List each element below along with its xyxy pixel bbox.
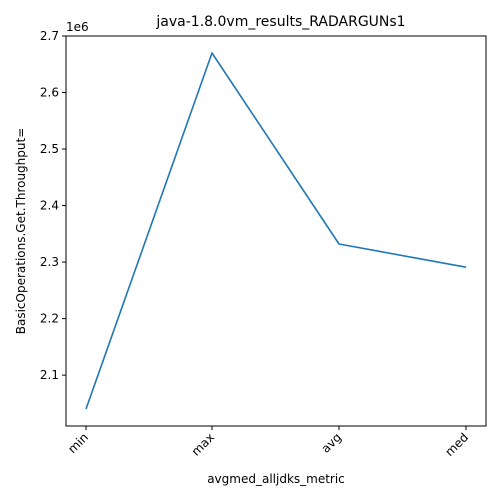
y-tick-label: 2.3 — [40, 255, 59, 269]
y-tick-label: 2.6 — [40, 86, 59, 100]
x-axis: min max avg med — [65, 426, 471, 459]
y-axis: 2.1 2.2 2.3 2.4 2.5 2.6 2.7 — [40, 29, 66, 382]
plot-frame — [65, 35, 487, 427]
y-tick-label: 2.2 — [40, 312, 59, 326]
y-tick-label: 2.4 — [40, 199, 59, 213]
y-tick-label: 2.7 — [40, 29, 59, 43]
chart-title: java-1.8.0vm_results_RADARGUNs1 — [155, 14, 405, 30]
series-group — [85, 52, 467, 410]
series-line — [85, 52, 467, 410]
y-axis-label: BasicOperations.Get.Throughput= — [14, 128, 28, 335]
y-offset-label: 1e6 — [66, 20, 89, 34]
x-axis-label: avgmed_alljdks_metric — [207, 472, 345, 486]
x-tick-label: avg — [319, 430, 345, 456]
x-tick-label: med — [442, 430, 471, 459]
x-tick-label: max — [189, 430, 217, 458]
y-tick-label: 2.5 — [40, 142, 59, 156]
y-tick-label: 2.1 — [40, 368, 59, 382]
x-tick-label: min — [65, 430, 91, 456]
